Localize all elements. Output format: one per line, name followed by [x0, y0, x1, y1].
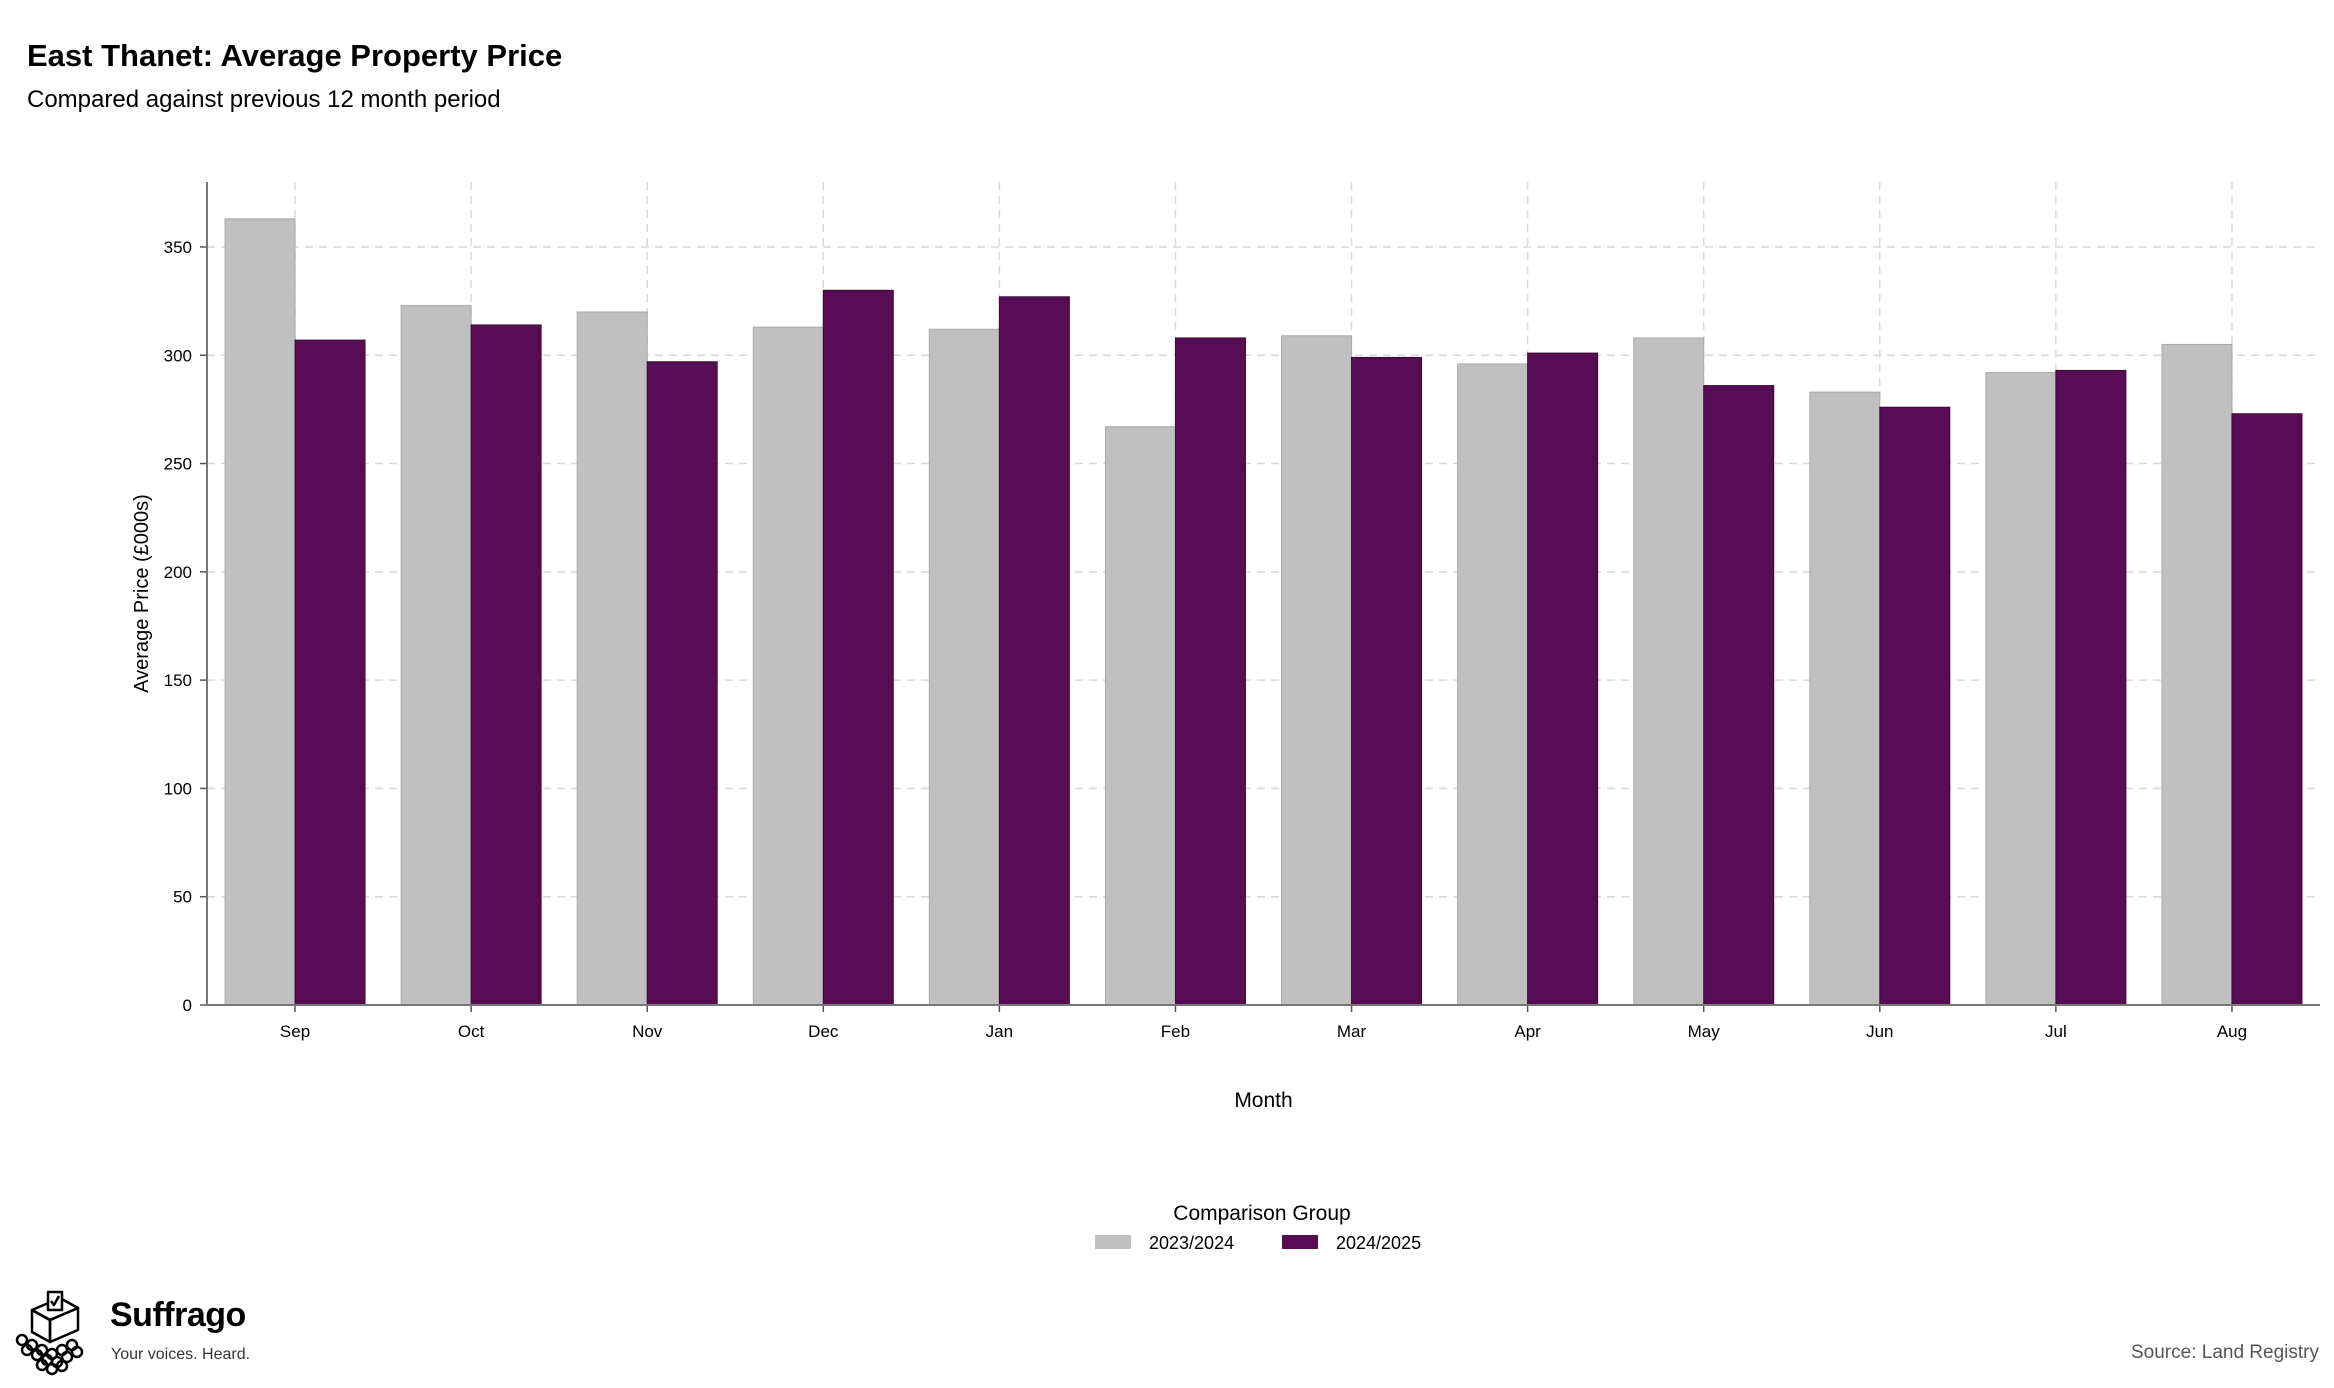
legend-swatch	[1282, 1235, 1318, 1249]
bar-2024-2025-jul	[2055, 369, 2127, 1006]
bar-2023-2024-aug	[2161, 343, 2233, 1006]
y-tick-label: 0	[183, 996, 192, 1015]
x-tick-label: Nov	[632, 1022, 663, 1041]
y-tick-label: 50	[173, 888, 192, 907]
x-tick-label: Mar	[1337, 1022, 1367, 1041]
y-tick-label: 200	[164, 563, 192, 582]
brand-name: Suffrago	[110, 1296, 246, 1334]
bar-2024-2025-feb	[1174, 337, 1246, 1006]
bar-2024-2025-apr	[1527, 352, 1599, 1006]
x-tick-label: Dec	[808, 1022, 839, 1041]
x-tick-label: Aug	[2217, 1022, 2247, 1041]
bar-2024-2025-oct	[470, 324, 542, 1006]
x-tick-label: Jan	[986, 1022, 1013, 1041]
bar-2024-2025-mar	[1351, 356, 1423, 1006]
bar-2023-2024-oct	[400, 304, 472, 1006]
bar-2024-2025-nov	[646, 361, 718, 1006]
x-tick-label: Oct	[458, 1022, 485, 1041]
legend-label: 2024/2025	[1336, 1233, 1421, 1253]
ballot-box-icon	[15, 1290, 84, 1376]
bar-2024-2025-dec	[822, 289, 894, 1006]
bar-2024-2025-jun	[1879, 406, 1951, 1006]
bar-2023-2024-jun	[1809, 391, 1881, 1006]
suffrago-logo: Suffrago Your voices. Heard.	[14, 1290, 284, 1380]
bar-2023-2024-dec	[752, 326, 824, 1006]
bar-2024-2025-aug	[2231, 413, 2303, 1006]
chart-title: East Thanet: Average Property Price	[27, 38, 563, 73]
y-axis-title: Average Price (£000s)	[131, 494, 153, 693]
bar-2023-2024-apr	[1457, 363, 1529, 1006]
bar-2024-2025-may	[1703, 385, 1775, 1006]
bar-2023-2024-feb	[1104, 426, 1176, 1006]
bar-2023-2024-mar	[1281, 335, 1353, 1006]
x-axis-title: Month	[1234, 1089, 1292, 1112]
y-tick-label: 300	[164, 346, 192, 365]
x-tick-label: Apr	[1514, 1022, 1541, 1041]
y-tick-label: 250	[164, 455, 192, 474]
bar-2024-2025-jan	[998, 296, 1070, 1006]
source-note: Source: Land Registry	[2131, 1342, 2319, 1363]
bar-2023-2024-may	[1633, 337, 1705, 1006]
bar-2023-2024-jan	[928, 328, 1000, 1006]
y-tick-label: 100	[164, 779, 192, 798]
x-tick-label: Jun	[1866, 1022, 1893, 1041]
legend-swatch	[1095, 1235, 1131, 1249]
bar-2024-2025-sep	[294, 339, 366, 1006]
bar-2023-2024-nov	[576, 311, 648, 1006]
x-tick-label: Feb	[1161, 1022, 1190, 1041]
bar-chart: 0 50 100 150 200 250 300 350 Sep Oct Nov Dec Jan Feb M…	[131, 182, 2320, 1253]
x-tick-label: Jul	[2045, 1022, 2067, 1041]
brand-tagline: Your voices. Heard.	[111, 1346, 251, 1363]
bar-2023-2024-sep	[224, 218, 296, 1006]
legend-label: 2023/2024	[1149, 1233, 1234, 1253]
bar-2023-2024-jul	[1985, 372, 2057, 1006]
legend-title: Comparison Group	[1173, 1202, 1350, 1225]
y-tick-label: 350	[164, 238, 192, 257]
y-tick-label: 150	[164, 671, 192, 690]
chart-subtitle: Compared against previous 12 month perio…	[27, 86, 501, 113]
x-tick-label: Sep	[280, 1022, 310, 1041]
x-tick-label: May	[1688, 1022, 1721, 1041]
